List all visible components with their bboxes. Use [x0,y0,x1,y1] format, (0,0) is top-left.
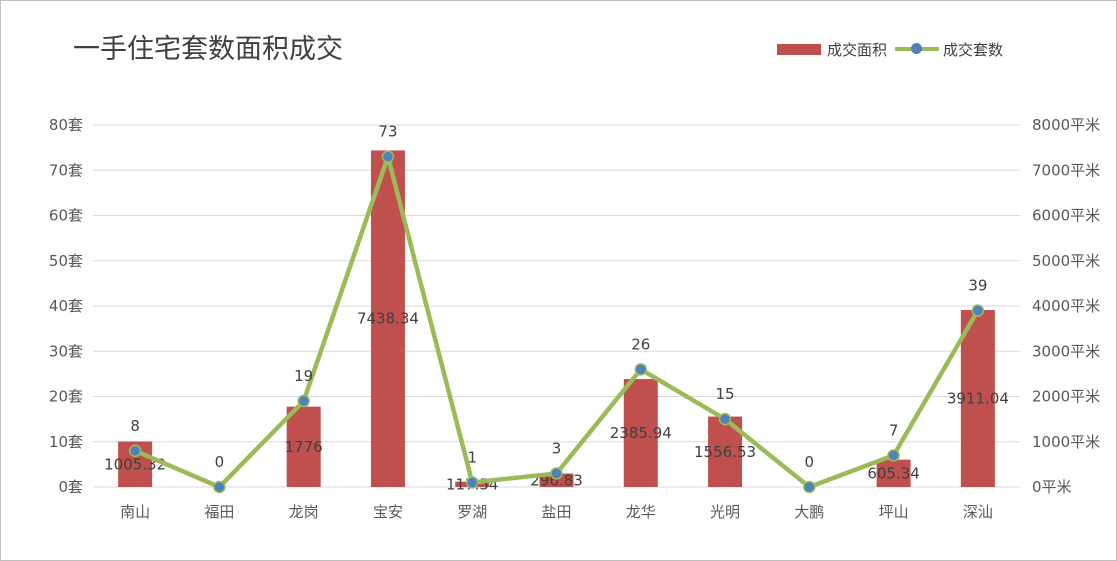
line-point-5 [550,467,563,480]
x-tick-label: 盐田 [541,503,571,521]
bar-10 [960,310,995,487]
x-tick-label: 罗湖 [457,503,487,521]
y-left-tick-label: 40套 [49,297,83,315]
y-left-tick-label: 80套 [49,116,83,134]
line-point-7 [718,412,732,426]
line-data-label: 19 [294,367,313,385]
x-tick-label: 龙岗 [289,503,319,521]
x-tick-label: 大鹏 [794,503,824,521]
x-tick-label: 深汕 [963,503,993,521]
y-left-tick-label: 70套 [49,161,83,179]
y-left-tick-label: 30套 [49,342,83,360]
bar-6 [623,379,658,487]
bar-data-label: 7438.34 [357,310,419,328]
x-tick-label: 宝安 [373,503,403,521]
y-right-tick-label: 5000平米 [1032,252,1100,270]
y-left-tick-label: 20套 [49,388,83,406]
legend-label-area: 成交面积 [827,40,888,59]
line-data-label: 39 [968,277,987,295]
chart-legend: 成交面积 成交套数 [777,39,1011,59]
legend-item-count: 成交套数 [895,39,1003,60]
line-point-2 [297,394,310,408]
line-point-3 [381,150,395,163]
bar-5 [539,473,574,487]
x-tick-label: 龙华 [626,503,656,521]
legend-swatch-count [895,43,940,54]
y-right-tick-label: 7000平米 [1032,161,1100,179]
legend-swatch-area [777,43,821,55]
legend-label-count: 成交套数 [943,40,1004,59]
bar-data-label: 2385.94 [610,424,672,442]
line-point-1 [213,480,226,494]
y-left-tick-label: 50套 [49,252,83,270]
line-point-8 [803,480,816,494]
line-data-label: 7 [889,421,899,439]
legend-item-area: 成交面积 [777,39,887,60]
y-left-tick-label: 0套 [58,478,83,496]
y-left-tick-label: 60套 [49,207,83,225]
line-data-label: 8 [130,417,140,435]
x-tick-label: 福田 [204,503,234,521]
bar-2 [286,406,321,487]
y-right-tick-label: 4000平米 [1032,297,1100,315]
line-point-9 [887,449,900,462]
chart-title: 一手住宅套数面积成交 [73,34,343,65]
line-point-6 [634,363,648,376]
line-data-label: 0 [805,453,815,471]
line-data-label: 3 [552,439,562,457]
line-point-10 [971,304,985,317]
y-right-tick-label: 6000平米 [1032,207,1100,225]
line-point-4 [465,476,479,489]
bar-data-label: 3911.04 [947,390,1009,408]
y-left-tick-label: 10套 [49,433,83,451]
line-series-count [134,154,980,490]
y-right-tick-label: 0平米 [1032,478,1072,496]
x-tick-label: 坪山 [879,503,909,521]
line-data-label: 26 [631,335,650,353]
x-tick-label: 南山 [120,503,150,521]
x-tick-label: 光明 [710,503,740,521]
line-data-label: 73 [378,123,397,141]
bar-data-label: 605.34 [867,464,920,482]
line-point-0 [128,444,142,458]
line-data-label: 15 [715,385,734,403]
y-right-tick-label: 8000平米 [1032,116,1100,134]
bar-9 [876,459,911,487]
y-right-tick-label: 3000平米 [1032,342,1100,360]
line-data-label: 1 [467,448,477,466]
y-right-tick-label: 2000平米 [1032,388,1100,406]
y-right-tick-label: 1000平米 [1032,433,1100,451]
bar-data-label: 1556.53 [694,443,756,461]
bar-data-label: 1776 [285,438,323,456]
line-data-label: 0 [215,453,225,471]
